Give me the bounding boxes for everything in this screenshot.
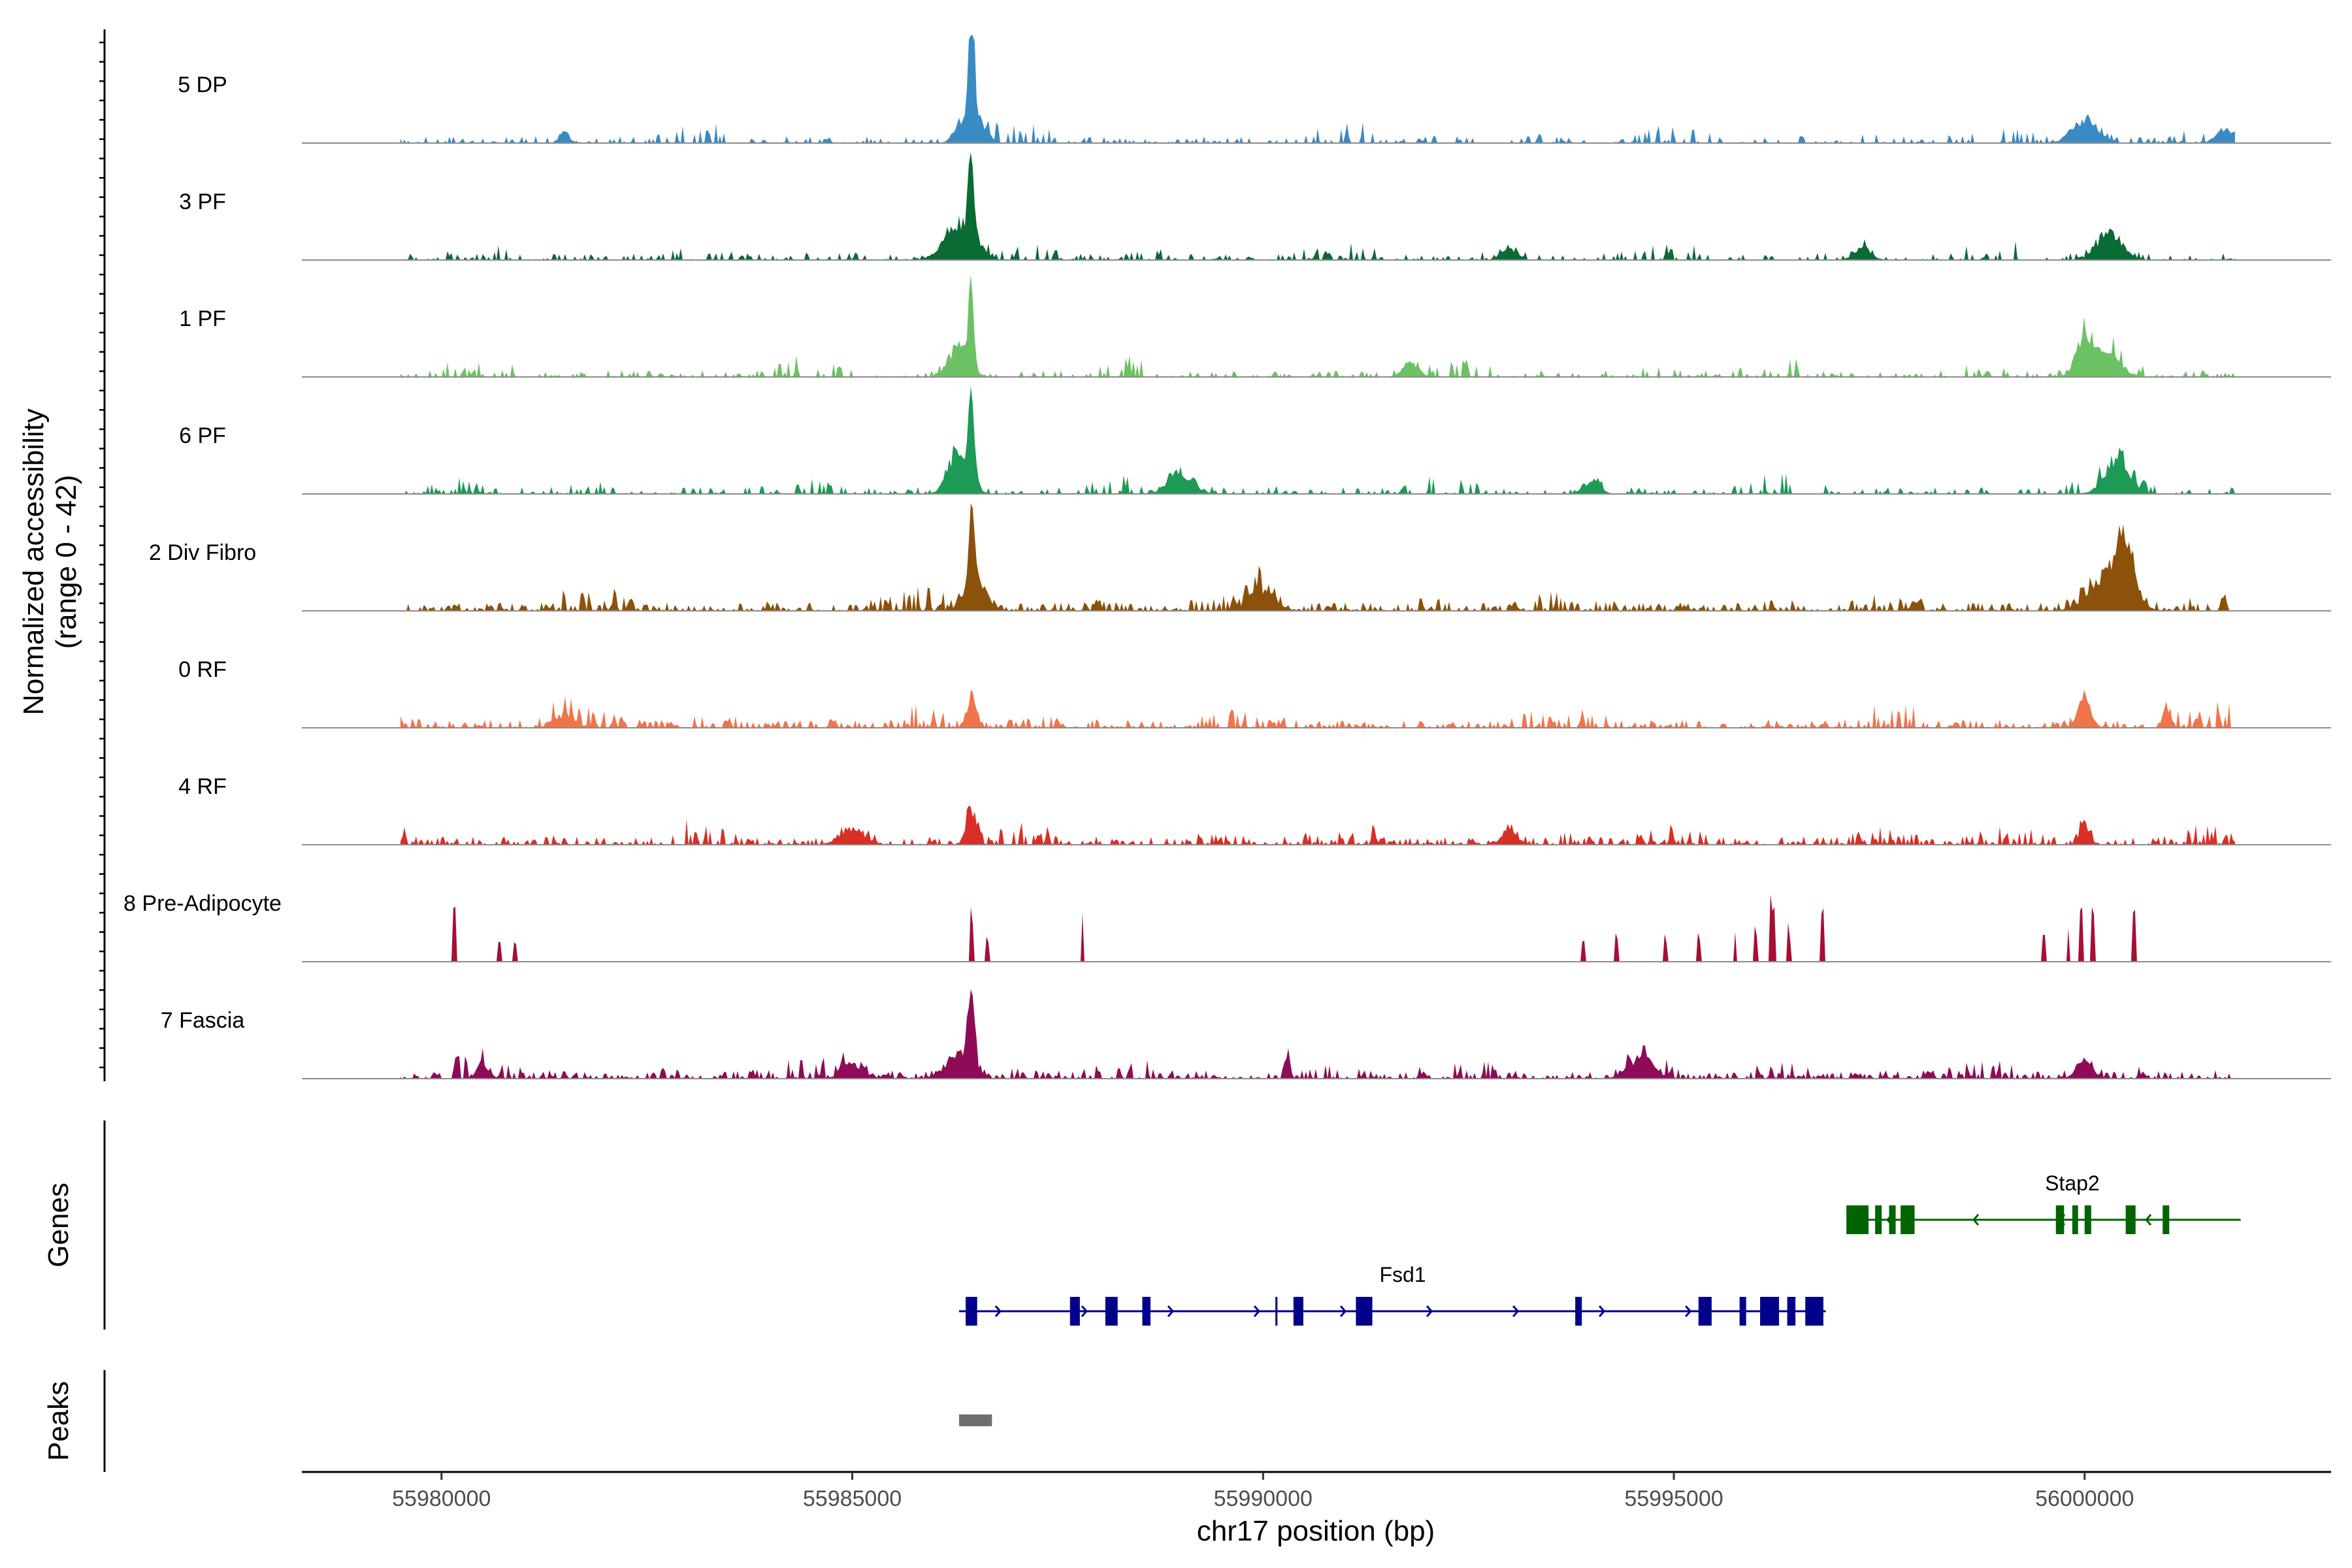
track-label: 1 PF xyxy=(179,306,226,331)
accessibility-signal xyxy=(400,989,2235,1079)
accessibility-tracks: 5 DP 3 PF 1 PF 6 PF 2 Div Fibro 0 RF 4 RF 8 Pre… xyxy=(123,35,2331,1079)
strand-arrow xyxy=(1972,1214,1980,1226)
gene-exon xyxy=(1846,1205,1869,1234)
x-tick-label: 55990000 xyxy=(1214,1486,1313,1511)
strand-arrow xyxy=(1081,1305,1088,1317)
track-label: 0 RF xyxy=(178,657,227,682)
accessibility-signal xyxy=(400,152,2235,260)
gene-exon xyxy=(2125,1205,2136,1234)
track-4-rf: 4 RF xyxy=(178,774,2331,845)
strand-arrow xyxy=(1598,1305,1606,1317)
track-2-div-fibro: 2 Div Fibro xyxy=(149,503,2331,612)
x-tick-label: 56000000 xyxy=(2035,1486,2134,1511)
track-label: 3 PF xyxy=(179,189,226,214)
track-0-rf: 0 RF xyxy=(178,657,2331,728)
accessibility-signal xyxy=(400,805,2235,845)
track-8-pre-adipocyte: 8 Pre-Adipocyte xyxy=(123,891,2331,962)
x-tick-label: 55985000 xyxy=(803,1486,902,1511)
gene-name-label: Fsd1 xyxy=(1379,1263,1426,1286)
gene-exon xyxy=(1698,1297,1712,1326)
gene-exon xyxy=(1760,1297,1779,1326)
track-label: 2 Div Fibro xyxy=(149,540,256,565)
x-tick-label: 55995000 xyxy=(1624,1486,1723,1511)
strand-arrow xyxy=(1426,1305,1433,1317)
accessibility-signal xyxy=(400,503,2235,611)
gene-exon xyxy=(2084,1205,2091,1234)
accessibility-signal xyxy=(400,35,2235,143)
strand-arrow xyxy=(994,1305,1002,1317)
strand-arrow xyxy=(1685,1305,1692,1317)
gene-exon xyxy=(1356,1297,1373,1326)
gene-exon xyxy=(2055,1205,2065,1234)
genes-panel-title: Genes xyxy=(42,1183,74,1267)
track-label: 6 PF xyxy=(179,423,226,448)
accessibility-signal xyxy=(400,274,2235,377)
track-label: 4 RF xyxy=(178,774,227,799)
strand-arrow xyxy=(2145,1214,2152,1226)
gene-stap2: Stap2 xyxy=(1846,1171,2241,1234)
peaks-panel: Peaks xyxy=(42,1370,992,1472)
peaks-panel-title: Peaks xyxy=(42,1381,74,1461)
x-axis: 55980000 55985000 55990000 55995000 56000000 xyxy=(302,1471,2331,1511)
gene-exon xyxy=(1889,1205,1896,1234)
strand-arrow xyxy=(1167,1305,1174,1317)
y-axis-title-line: Normalized accessibility xyxy=(18,408,50,715)
gene-exon xyxy=(1901,1205,1915,1234)
track-7-fascia: 7 Fascia xyxy=(161,989,2331,1079)
gene-exon xyxy=(1070,1297,1080,1326)
accessibility-signal xyxy=(400,894,2235,962)
y-axis-title: Normalized accessibility(range 0 - 42) xyxy=(18,408,82,715)
gene-exon xyxy=(1293,1297,1303,1326)
gene-exon xyxy=(1575,1297,1582,1326)
track-6-pf: 6 PF xyxy=(179,386,2331,495)
gene-name-label: Stap2 xyxy=(2045,1171,2100,1195)
x-axis-title: chr17 position (bp) xyxy=(1197,1515,1435,1547)
gene-exon xyxy=(1875,1205,1882,1234)
gene-exon xyxy=(1787,1297,1796,1326)
gene-exon xyxy=(2163,1205,2170,1234)
strand-arrow xyxy=(1512,1305,1520,1317)
strand-arrow xyxy=(1339,1305,1347,1317)
accessibility-signal xyxy=(400,386,2235,494)
accessibility-y-axis xyxy=(99,29,106,1081)
track-label: 7 Fascia xyxy=(161,1008,245,1033)
strand-arrow xyxy=(1253,1305,1260,1317)
gene-fsd1: Fsd1 xyxy=(958,1263,1826,1326)
x-tick-label: 55980000 xyxy=(392,1486,491,1511)
track-1-pf: 1 PF xyxy=(179,274,2331,378)
gene-exon xyxy=(1275,1297,1278,1326)
peak-region xyxy=(958,1414,992,1426)
gene-exon xyxy=(1105,1297,1118,1326)
track-label: 8 Pre-Adipocyte xyxy=(123,891,282,916)
accessibility-signal xyxy=(400,689,2235,728)
track-label: 5 DP xyxy=(178,73,227,97)
y-axis-title-line: (range 0 - 42) xyxy=(50,475,82,649)
gene-exon xyxy=(1739,1297,1746,1326)
gene-exon xyxy=(1142,1297,1151,1326)
gene-exon xyxy=(2072,1205,2078,1234)
gene-exon xyxy=(966,1297,977,1326)
track-3-pf: 3 PF xyxy=(179,152,2331,261)
gene-exon xyxy=(1805,1297,1823,1326)
genes-panel: Genes Stap2 Fsd1 xyxy=(42,1120,2241,1330)
track-5-dp: 5 DP xyxy=(178,35,2331,144)
